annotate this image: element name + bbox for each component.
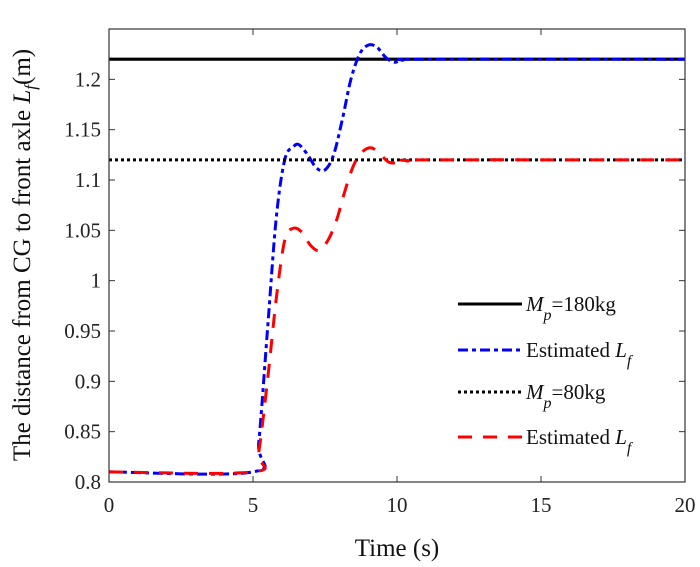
legend-symbol: M [525, 292, 545, 316]
legend-label: =80kg [552, 380, 606, 404]
svg-text:Mp=80kg: Mp=80kg [525, 380, 606, 412]
legend-entry-estimated-red: Estimated Lf [458, 425, 634, 457]
y-axis-title-main: The distance from CG to front axle [9, 104, 36, 462]
legend-subscript: f [627, 353, 634, 370]
legend-symbol: L [614, 425, 627, 449]
x-axis-title: Time (s) [355, 535, 440, 562]
y-axis-title: The distance from CG to front axle Lf(m) [9, 49, 40, 461]
legend-entry-mp-80: Mp=80kg [458, 380, 606, 412]
legend-subscript: p [543, 307, 552, 324]
legend-label: =180kg [552, 292, 617, 316]
x-tick-label: 10 [387, 493, 408, 517]
legend-subscript: f [627, 440, 634, 457]
x-tick-label: 20 [675, 493, 696, 517]
series-layer [109, 43, 685, 476]
series-line-estimated-lf-80kg [109, 146, 685, 475]
series-line-estimated-lf-180kg [109, 43, 685, 476]
y-tick-label: 0.9 [75, 369, 101, 393]
y-tick-label: 1.1 [75, 168, 101, 192]
y-axis-title-subscript: f [21, 83, 40, 90]
y-tick-label: 0.85 [64, 420, 101, 444]
y-tick-label: 1.2 [75, 67, 101, 91]
y-tick-label: 1.05 [64, 218, 101, 242]
legend-subscript: p [543, 395, 552, 412]
y-tick-label: 0.8 [75, 470, 101, 494]
tick-layer: 0 5 10 15 20 0.8 0.85 0.9 0.95 1 1.05 1.1 1.15 1.2 [64, 29, 696, 517]
y-tick-label: 0.95 [64, 319, 101, 343]
x-tick-label: 0 [104, 493, 115, 517]
svg-text:Estimated Lf: Estimated Lf [526, 425, 634, 457]
y-axis-title-unit: (m) [9, 49, 36, 85]
legend-symbol: M [525, 380, 545, 404]
legend-entry-mp-180: Mp=180kg [458, 292, 616, 324]
y-tick-label: 1.15 [64, 118, 101, 142]
y-axis-title-symbol: L [9, 90, 36, 105]
x-tick-label: 15 [531, 493, 552, 517]
legend-entry-estimated-blue: Estimated Lf [458, 338, 634, 370]
y-tick-label: 1 [91, 269, 102, 293]
legend: Mp=180kg Estimated Lf Mp=80kg Estimated … [458, 292, 634, 457]
legend-symbol: L [614, 338, 627, 362]
legend-label: Estimated [526, 425, 615, 449]
svg-text:Mp=180kg: Mp=180kg [525, 292, 616, 324]
x-tick-label: 5 [248, 493, 259, 517]
svg-text:Estimated Lf: Estimated Lf [526, 338, 634, 370]
legend-label: Estimated [526, 338, 615, 362]
